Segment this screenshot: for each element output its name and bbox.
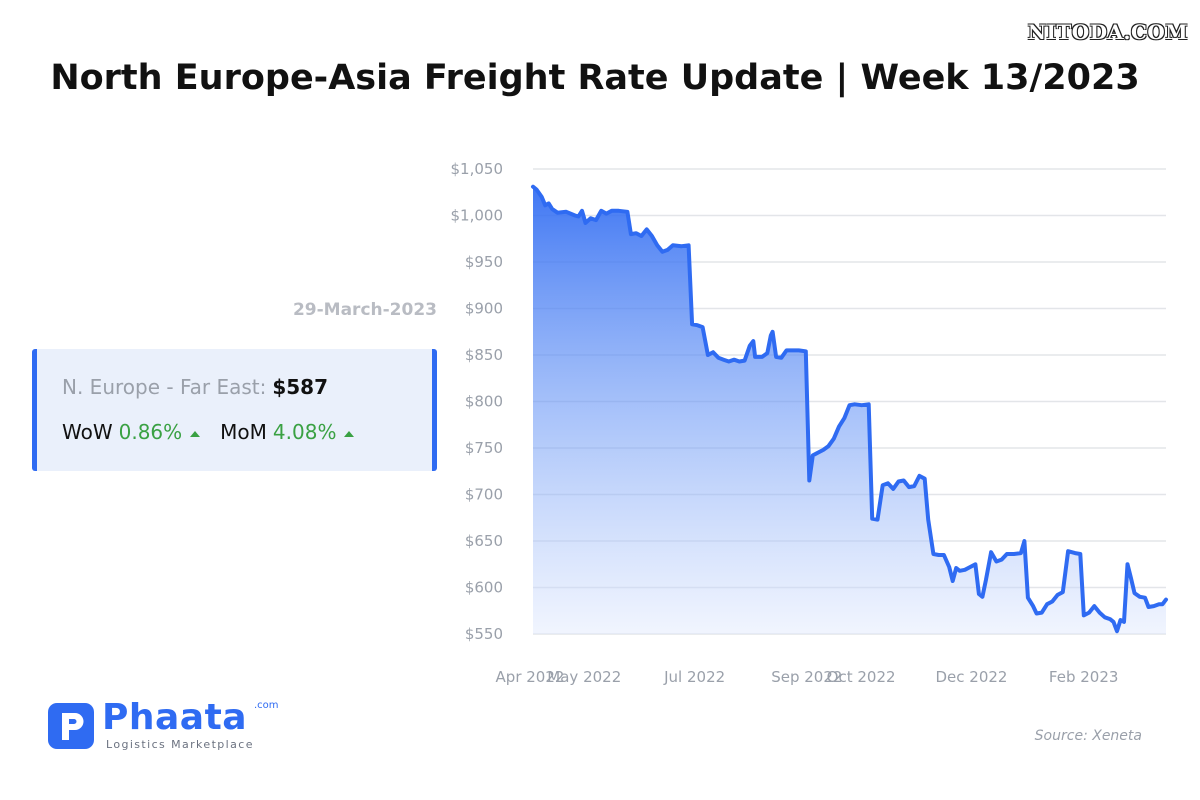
y-tick-label: $750	[465, 439, 503, 457]
y-tick-label: $700	[465, 486, 503, 504]
series-line	[531, 184, 1168, 634]
y-tick-label: $1,050	[451, 160, 504, 178]
wow-value: 0.86%	[118, 420, 183, 444]
report-date: 29-March-2023	[292, 300, 437, 320]
phaata-logo: Phaata .com Logistics Marketplace	[48, 697, 279, 753]
route-line: N. Europe - Far East: $587	[62, 375, 328, 399]
mom-up-arrow-icon	[344, 430, 355, 437]
wow-label: WoW	[62, 420, 113, 444]
y-tick-label: $850	[465, 346, 503, 364]
logo-tagline: Logistics Marketplace	[106, 738, 254, 751]
y-tick-label: $600	[465, 579, 503, 597]
route-value: $587	[272, 375, 329, 399]
logo-name: Phaata	[102, 697, 248, 738]
route-label: N. Europe - Far East:	[62, 375, 267, 399]
source-note: Source: Xeneta	[1034, 728, 1142, 744]
logo-suffix: .com	[254, 700, 279, 711]
watermark: NITODA.COM	[1027, 20, 1188, 44]
y-tick-label: $550	[465, 625, 503, 643]
y-tick-label: $1,000	[451, 207, 504, 225]
y-axis: $550 $600 $650 $700 $750 $800 $850 $900 $950 $1,0…	[451, 160, 504, 643]
logo-p-icon	[48, 703, 94, 749]
x-tick-label: Oct 2022	[827, 668, 896, 686]
x-tick-label: Apr 2022	[496, 668, 565, 686]
x-tick-label: Dec 2022	[936, 668, 1008, 686]
rate-summary-card: N. Europe - Far East: $587 WoW 0.86% MoM 4.0…	[32, 349, 437, 471]
y-tick-label: $950	[465, 253, 503, 271]
x-tick-label: May 2022	[547, 668, 621, 686]
mom-value: 4.08%	[272, 420, 337, 444]
x-tick-label: Sep 2022	[771, 668, 842, 686]
x-tick-label: Jul 2022	[663, 668, 725, 686]
y-tick-label: $900	[465, 300, 503, 318]
y-tick-label: $800	[465, 393, 503, 411]
change-line: WoW 0.86% MoM 4.08%	[62, 420, 374, 444]
chart-title: North Europe-Asia Freight Rate Update | …	[50, 58, 1140, 98]
y-tick-label: $650	[465, 532, 503, 550]
x-tick-label: Feb 2023	[1049, 668, 1119, 686]
mom-label: MoM	[220, 420, 267, 444]
wow-up-arrow-icon	[190, 430, 201, 437]
